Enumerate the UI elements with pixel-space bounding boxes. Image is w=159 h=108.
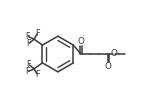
- Text: F: F: [35, 29, 40, 38]
- Text: F: F: [25, 67, 30, 76]
- Text: F: F: [26, 60, 31, 69]
- Text: F: F: [25, 32, 30, 41]
- Text: F: F: [26, 39, 31, 48]
- Text: O: O: [105, 62, 112, 71]
- Text: O: O: [110, 49, 117, 59]
- Text: O: O: [77, 37, 84, 46]
- Text: F: F: [35, 70, 40, 79]
